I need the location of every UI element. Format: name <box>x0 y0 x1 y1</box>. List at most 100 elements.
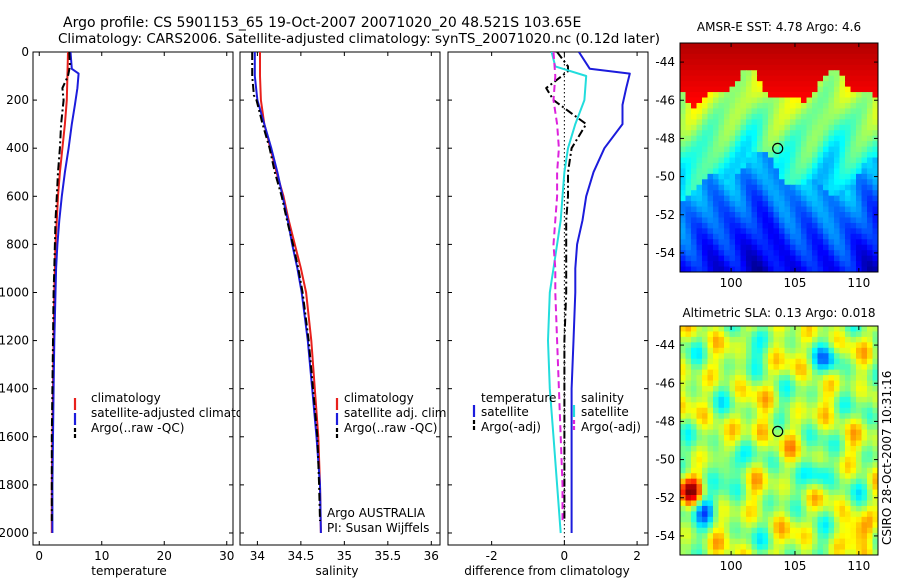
heatmap-cell <box>691 326 698 333</box>
heatmap-cell <box>861 369 868 376</box>
heatmap-cell <box>784 119 791 126</box>
heatmap-cell <box>806 336 813 343</box>
sla-map-ticks: 100 105 110-44-46-48-50-52-54 <box>655 326 878 573</box>
heatmap-cell <box>845 402 852 409</box>
heatmap-cell <box>680 516 687 523</box>
heatmap-cell <box>779 92 786 99</box>
heatmap-cell <box>790 228 797 235</box>
heatmap-cell <box>856 255 863 262</box>
heatmap-cell <box>812 364 819 371</box>
heatmap-cell <box>839 516 846 523</box>
heatmap-cell <box>762 435 769 442</box>
heatmap-cell <box>861 239 868 246</box>
heatmap-cell <box>861 435 868 442</box>
heatmap-cell <box>768 86 775 93</box>
heatmap-cell <box>696 484 703 491</box>
heatmap-cell <box>746 456 753 463</box>
heatmap-cell <box>839 511 846 518</box>
heatmap-cell <box>757 385 764 393</box>
heatmap-cell <box>713 152 720 159</box>
heatmap-cell <box>757 108 764 115</box>
heatmap-cell <box>740 244 747 251</box>
heatmap-cell <box>828 157 835 164</box>
heatmap-cell <box>773 141 780 148</box>
heatmap-cell <box>768 544 775 551</box>
heatmap-cell <box>823 456 830 463</box>
heatmap-cell <box>834 347 841 354</box>
heatmap-cell <box>735 396 742 403</box>
heatmap-cell <box>691 413 698 420</box>
heatmap-cell <box>713 135 720 142</box>
heatmap-cell <box>696 331 703 338</box>
heatmap-cell <box>713 451 720 458</box>
heatmap-cell <box>724 157 731 164</box>
heatmap-cell <box>779 364 786 371</box>
heatmap-cell <box>702 391 709 398</box>
heatmap-cell <box>790 179 797 186</box>
heatmap-cell <box>784 233 791 240</box>
heatmap-cell <box>768 435 775 442</box>
heatmap-cell <box>790 184 797 191</box>
heatmap-cell <box>779 184 786 191</box>
heatmap-cell <box>735 511 742 518</box>
heatmap-cell <box>828 391 835 398</box>
heatmap-cell <box>779 59 786 66</box>
heatmap-cell <box>707 190 714 197</box>
pi-annotation: PI: Susan Wijffels <box>327 521 429 535</box>
heatmap-cell <box>784 407 791 414</box>
heatmap-cell <box>861 48 868 55</box>
heatmap-cell <box>713 92 720 99</box>
heatmap-cell <box>795 59 802 66</box>
heatmap-cell <box>845 424 852 431</box>
heatmap-cell <box>702 336 709 343</box>
heatmap-cell <box>872 424 878 431</box>
heatmap-cell <box>801 124 808 131</box>
heatmap-cell <box>702 347 709 354</box>
heatmap-cell <box>713 168 720 175</box>
heatmap-cell <box>762 217 769 224</box>
heatmap-cell <box>872 445 878 452</box>
heatmap-cell <box>801 358 808 365</box>
heatmap-cell <box>762 261 769 268</box>
heatmap-cell <box>768 119 775 126</box>
heatmap-cell <box>757 533 764 540</box>
heatmap-cell <box>718 152 725 159</box>
heatmap-cell <box>779 266 786 272</box>
heatmap-cell <box>828 342 835 349</box>
heatmap-cell <box>702 86 709 93</box>
heatmap-cell <box>702 70 709 77</box>
heatmap-cell <box>850 250 857 257</box>
heatmap-cell <box>724 364 731 371</box>
heatmap-cell <box>707 418 714 425</box>
heatmap-cell <box>784 59 791 66</box>
heatmap-cell <box>784 478 791 485</box>
heatmap-cell <box>751 336 758 343</box>
heatmap-cell <box>762 424 769 431</box>
heatmap-cell <box>751 86 758 93</box>
heatmap-cell <box>740 445 747 452</box>
heatmap-cell <box>746 402 753 409</box>
difference-panel: -2 0 2 temperature satellite Argo(-adj) sa… <box>447 51 649 578</box>
heatmap-cell <box>707 429 714 436</box>
heatmap-cell <box>702 413 709 420</box>
heatmap-cell <box>867 364 874 371</box>
heatmap-cell <box>839 347 846 354</box>
heatmap-cell <box>850 462 857 469</box>
heatmap-cell <box>839 239 846 246</box>
heatmap-cell <box>845 64 852 71</box>
heatmap-cell <box>795 146 802 153</box>
heatmap-cell <box>707 261 714 268</box>
heatmap-cell <box>784 451 791 458</box>
heatmap-cell <box>768 445 775 452</box>
heatmap-cell <box>757 538 764 545</box>
heatmap-cell <box>801 364 808 371</box>
heatmap-cell <box>850 445 857 452</box>
heatmap-cell <box>812 522 819 529</box>
heatmap-cell <box>724 206 731 213</box>
heatmap-cell <box>746 358 753 365</box>
sst-argo-position-marker <box>772 142 784 154</box>
latitude-tick-label: -48 <box>655 414 675 428</box>
heatmap-cell <box>696 86 703 93</box>
heatmap-cell <box>861 533 868 540</box>
heatmap-cell <box>823 146 830 153</box>
